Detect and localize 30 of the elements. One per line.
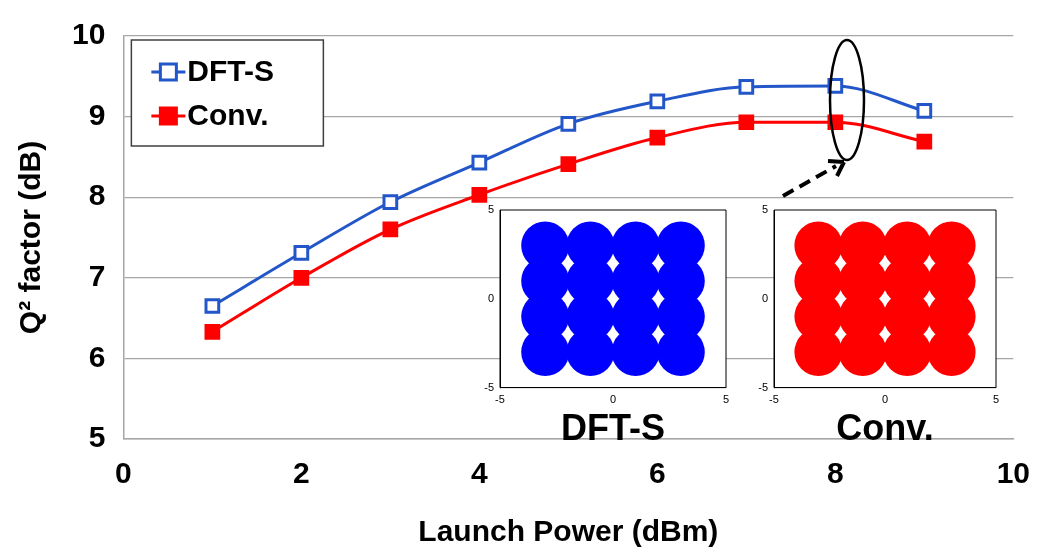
- x-tick-label: 5: [992, 393, 1000, 406]
- x-tick-label: 0: [881, 393, 889, 406]
- y-axis-title: Q² factor (dB): [13, 140, 47, 335]
- x-tick-label: 0: [609, 393, 617, 406]
- x-axis-title: Launch Power (dBm): [418, 514, 719, 548]
- legend-label: DFT-S: [187, 54, 275, 88]
- y-tick-label: 0: [487, 291, 494, 304]
- y-tick-label: 6: [88, 339, 106, 373]
- x-tick-label: 8: [826, 456, 844, 490]
- x-tick-label: 0: [115, 456, 132, 490]
- x-axis-title: DFT-S: [561, 407, 665, 449]
- y-tick-label: 9: [88, 97, 106, 131]
- x-tick-label: 2: [293, 456, 310, 490]
- y-tick-label: -5: [758, 380, 768, 393]
- y-tick-label: 10: [71, 17, 106, 51]
- x-tick-label: 4: [471, 456, 488, 490]
- y-tick-label: 5: [487, 203, 494, 216]
- x-axis-title: Conv.: [836, 407, 934, 449]
- y-tick-label: 8: [88, 178, 106, 212]
- x-tick-label: 6: [648, 456, 666, 490]
- x-tick-label: -5: [495, 393, 505, 406]
- y-tick-label: 7: [88, 259, 106, 293]
- legend-label: Conv.: [187, 98, 269, 132]
- y-tick-label: 5: [761, 203, 768, 216]
- x-tick-label: 5: [722, 393, 730, 406]
- x-tick-label: -5: [769, 393, 779, 406]
- x-tick-label: 10: [996, 456, 1030, 490]
- y-tick-label: 5: [88, 420, 106, 454]
- y-tick-label: 0: [761, 291, 768, 304]
- y-tick-label: -5: [484, 380, 494, 393]
